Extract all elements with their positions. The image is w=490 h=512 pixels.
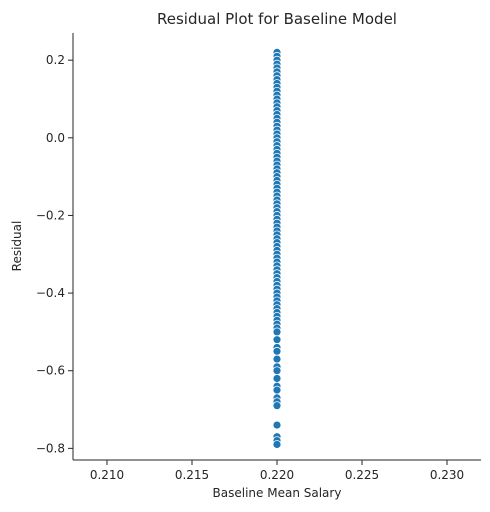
y-tick-label: −0.8 — [36, 441, 65, 455]
x-tick-label: 0.210 — [90, 468, 124, 482]
y-ticks: 0.2 0.0 −0.2 −0.4 −0.6 −0.8 — [36, 53, 73, 455]
x-ticks: 0.210 0.215 0.220 0.225 0.230 — [90, 460, 464, 482]
y-tick-label: −0.2 — [36, 208, 65, 222]
x-tick-label: 0.225 — [345, 468, 379, 482]
y-tick-label: −0.6 — [36, 364, 65, 378]
scatter-points — [272, 48, 282, 449]
x-tick-label: 0.215 — [175, 468, 209, 482]
data-point — [272, 440, 282, 449]
y-axis-label: Residual — [10, 221, 24, 272]
data-point — [272, 335, 282, 345]
data-point — [272, 385, 282, 395]
y-tick-label: 0.0 — [46, 131, 65, 145]
data-point — [272, 374, 282, 383]
x-tick-label: 0.230 — [430, 468, 464, 482]
data-point — [272, 401, 282, 411]
y-tick-label: 0.2 — [46, 53, 65, 67]
data-point — [272, 354, 282, 364]
data-point — [272, 420, 282, 430]
x-axis-label: Baseline Mean Salary — [213, 486, 342, 500]
data-point — [272, 366, 282, 376]
x-tick-label: 0.220 — [260, 468, 294, 482]
chart-title: Residual Plot for Baseline Model — [157, 10, 397, 28]
y-tick-label: −0.4 — [36, 286, 65, 300]
data-point — [272, 346, 282, 356]
data-point — [272, 327, 282, 337]
